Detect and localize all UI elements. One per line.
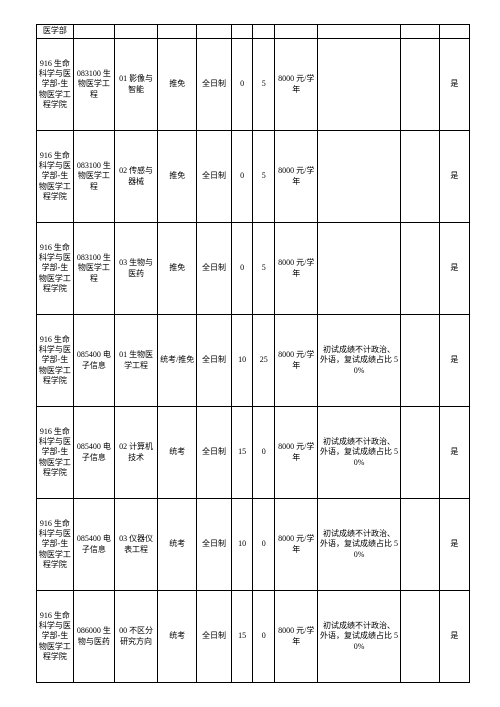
cell-dir: 02 计算机技术: [114, 407, 157, 499]
cell-code: 086000 生物与医药: [73, 591, 114, 683]
cell-dept: 916 生命科学与医学部-生物医学工程学院: [37, 131, 74, 223]
cell-note: [318, 39, 400, 131]
cell-code: 083100 生物医学工程: [73, 223, 114, 315]
cell-exam: 统考: [158, 407, 197, 499]
cell-note: [318, 25, 400, 39]
cell-n1: 0: [231, 223, 253, 315]
cell-dir: 00 不区分研究方向: [114, 591, 157, 683]
table-row: 916 生命科学与医学部-生物医学工程学院085400 电子信息02 计算机技术…: [37, 407, 470, 499]
cell-fee: 8000 元/学年: [275, 39, 318, 131]
cell-mode: 全日制: [197, 39, 232, 131]
cell-note: 初试成绩不计政治、外语，复试成绩占比 50%: [318, 315, 400, 407]
cell-dir: 01 生物医学工程: [114, 315, 157, 407]
cell-blank: [400, 407, 439, 499]
table-row: 916 生命科学与医学部-生物医学工程学院085400 电子信息01 生物医学工…: [37, 315, 470, 407]
table-row: 916 生命科学与医学部-生物医学工程学院086000 生物与医药00 不区分研…: [37, 591, 470, 683]
cell-mode: 全日制: [197, 499, 232, 591]
cell-dept: 916 生命科学与医学部-生物医学工程学院: [37, 407, 74, 499]
cell-exam: 统考: [158, 591, 197, 683]
cell-yes: 是: [439, 131, 469, 223]
cell-n2: 25: [253, 315, 275, 407]
table-row: 916 生命科学与医学部-生物医学工程学院085400 电子信息03 仪器仪表工…: [37, 499, 470, 591]
cell-dept: 916 生命科学与医学部-生物医学工程学院: [37, 315, 74, 407]
cell-n1: 15: [231, 591, 253, 683]
cell-dept: 医学部: [37, 25, 74, 39]
cell-blank: [400, 315, 439, 407]
cell-mode: 全日制: [197, 407, 232, 499]
cell-fee: 8000 元/学年: [275, 499, 318, 591]
cell-yes: [439, 25, 469, 39]
cell-yes: 是: [439, 39, 469, 131]
cell-blank: [400, 39, 439, 131]
cell-fee: 8000 元/学年: [275, 591, 318, 683]
cell-dept: 916 生命科学与医学部-生物医学工程学院: [37, 39, 74, 131]
cell-blank: [400, 591, 439, 683]
cell-exam: 统考: [158, 499, 197, 591]
cell-blank: [400, 131, 439, 223]
table-row: 916 生命科学与医学部-生物医学工程学院083100 生物医学工程03 生物与…: [37, 223, 470, 315]
cell-dir: 01 影像与智能: [114, 39, 157, 131]
cell-note: 初试成绩不计政治、外语，复试成绩占比 50%: [318, 591, 400, 683]
cell-n1: 10: [231, 499, 253, 591]
cell-code: 085400 电子信息: [73, 499, 114, 591]
cell-dir: 03 仪器仪表工程: [114, 499, 157, 591]
cell-n1: 15: [231, 407, 253, 499]
cell-n1: 0: [231, 39, 253, 131]
cell-n2: [253, 25, 275, 39]
cell-code: 085400 电子信息: [73, 407, 114, 499]
cell-code: 083100 生物医学工程: [73, 39, 114, 131]
cell-mode: 全日制: [197, 315, 232, 407]
cell-mode: 全日制: [197, 591, 232, 683]
cell-n2: 5: [253, 131, 275, 223]
page: 医学部 916 生命科学与医学部-生物医学工程学院083100 生物医学工程01…: [0, 0, 500, 707]
cell-n2: 5: [253, 223, 275, 315]
enrollment-table: 医学部 916 生命科学与医学部-生物医学工程学院083100 生物医学工程01…: [36, 24, 470, 683]
cell-n1: 10: [231, 315, 253, 407]
cell-dir: [114, 25, 157, 39]
cell-fee: 8000 元/学年: [275, 223, 318, 315]
cell-exam: 推免: [158, 39, 197, 131]
table-row: 916 生命科学与医学部-生物医学工程学院083100 生物医学工程01 影像与…: [37, 39, 470, 131]
cell-yes: 是: [439, 407, 469, 499]
cell-blank: [400, 223, 439, 315]
cell-note: [318, 131, 400, 223]
cell-fee: 8000 元/学年: [275, 315, 318, 407]
cell-fee: 8000 元/学年: [275, 407, 318, 499]
cell-code: [73, 25, 114, 39]
cell-blank: [400, 499, 439, 591]
cell-yes: 是: [439, 315, 469, 407]
cell-dir: 03 生物与医药: [114, 223, 157, 315]
cell-note: 初试成绩不计政治、外语，复试成绩占比 50%: [318, 407, 400, 499]
cell-exam: 推免: [158, 223, 197, 315]
cell-n1: [231, 25, 253, 39]
cell-n1: 0: [231, 131, 253, 223]
cell-dir: 02 传感与器械: [114, 131, 157, 223]
table-body: 医学部 916 生命科学与医学部-生物医学工程学院083100 生物医学工程01…: [37, 25, 470, 683]
cell-mode: 全日制: [197, 223, 232, 315]
cell-exam: 推免: [158, 131, 197, 223]
cell-n2: 5: [253, 39, 275, 131]
cell-yes: 是: [439, 223, 469, 315]
cell-n2: 0: [253, 591, 275, 683]
cell-dept: 916 生命科学与医学部-生物医学工程学院: [37, 499, 74, 591]
cell-yes: 是: [439, 499, 469, 591]
cell-exam: 统考/推免: [158, 315, 197, 407]
cell-yes: 是: [439, 591, 469, 683]
table-row: 医学部: [37, 25, 470, 39]
cell-code: 085400 电子信息: [73, 315, 114, 407]
cell-mode: 全日制: [197, 131, 232, 223]
cell-dept: 916 生命科学与医学部-生物医学工程学院: [37, 223, 74, 315]
cell-dept: 916 生命科学与医学部-生物医学工程学院: [37, 591, 74, 683]
table-row: 916 生命科学与医学部-生物医学工程学院083100 生物医学工程02 传感与…: [37, 131, 470, 223]
cell-n2: 0: [253, 407, 275, 499]
cell-fee: 8000 元/学年: [275, 131, 318, 223]
cell-code: 083100 生物医学工程: [73, 131, 114, 223]
cell-note: 初试成绩不计政治、外语，复试成绩占比 50%: [318, 499, 400, 591]
cell-note: [318, 223, 400, 315]
cell-n2: 0: [253, 499, 275, 591]
cell-fee: [275, 25, 318, 39]
cell-exam: [158, 25, 197, 39]
cell-mode: [197, 25, 232, 39]
cell-blank: [400, 25, 439, 39]
